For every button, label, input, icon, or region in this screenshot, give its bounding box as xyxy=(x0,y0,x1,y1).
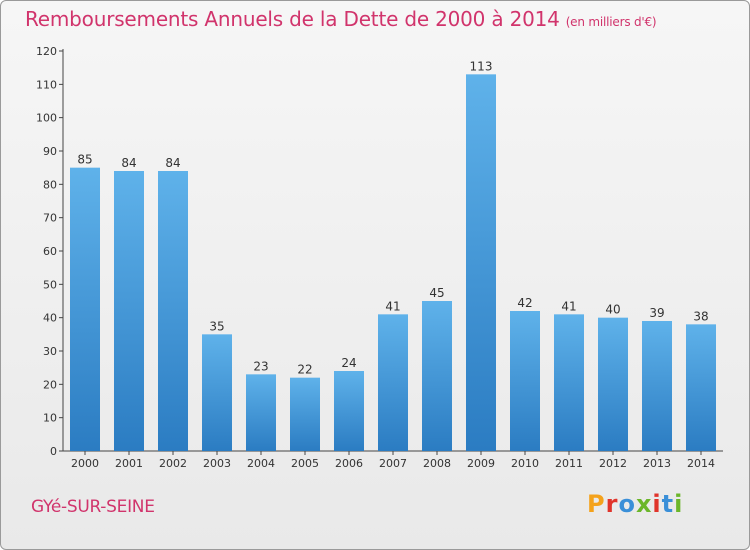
brand-letter: o xyxy=(618,490,636,518)
x-tick-label: 2000 xyxy=(71,457,99,470)
chart-title: Remboursements Annuels de la Dette de 20… xyxy=(25,7,657,31)
chart-title-text: Remboursements Annuels de la Dette de 20… xyxy=(25,7,560,31)
bar-2004 xyxy=(246,374,276,451)
y-tick-label: 0 xyxy=(50,445,57,458)
data-label: 38 xyxy=(693,309,708,323)
data-label: 24 xyxy=(341,356,356,370)
data-labels: 85 84 84 35 23 22 24 41 45 113 42 41 40 39 38 xyxy=(77,59,708,376)
data-label: 22 xyxy=(297,363,312,377)
data-label: 41 xyxy=(561,299,576,313)
chart-unit: (en milliers d'€) xyxy=(565,15,657,29)
y-tick-label: 10 xyxy=(43,412,57,425)
x-tick-label: 2014 xyxy=(687,457,715,470)
data-label: 35 xyxy=(209,319,224,333)
x-tick-label: 2007 xyxy=(379,457,407,470)
x-tick-label: 2003 xyxy=(203,457,231,470)
data-label: 39 xyxy=(649,306,664,320)
x-tick-label: 2005 xyxy=(291,457,319,470)
data-label: 40 xyxy=(605,303,620,317)
x-tick-label: 2001 xyxy=(115,457,143,470)
data-label: 85 xyxy=(77,153,92,167)
bar-2011 xyxy=(554,314,584,451)
data-label: 23 xyxy=(253,359,268,373)
x-tick-label: 2004 xyxy=(247,457,275,470)
bar-2006 xyxy=(334,371,364,451)
y-tick-label: 90 xyxy=(43,145,57,158)
x-tick-label: 2012 xyxy=(599,457,627,470)
y-tick-label: 30 xyxy=(43,345,57,358)
bar-2008 xyxy=(422,301,452,451)
town-name: GYé-SUR-SEINE xyxy=(31,497,155,517)
bar-2010 xyxy=(510,311,540,451)
bar-2013 xyxy=(642,321,672,451)
data-label: 113 xyxy=(470,59,493,73)
y-tick-label: 110 xyxy=(36,78,57,91)
x-tick-label: 2008 xyxy=(423,457,451,470)
brand-letter: i xyxy=(652,490,662,518)
x-tick-label: 2013 xyxy=(643,457,671,470)
x-tick-label: 2011 xyxy=(555,457,583,470)
x-tick-label: 2010 xyxy=(511,457,539,470)
data-label: 45 xyxy=(429,286,444,300)
bar-2014 xyxy=(686,324,716,451)
bar-2000 xyxy=(70,167,100,451)
data-label: 84 xyxy=(121,156,136,170)
brand-letter: x xyxy=(635,490,653,518)
y-tick-label: 100 xyxy=(36,112,57,125)
bar-2009 xyxy=(466,74,496,451)
x-tick-label: 2006 xyxy=(335,457,363,470)
data-label: 42 xyxy=(517,296,532,310)
y-tick-label: 40 xyxy=(43,312,57,325)
data-label: 84 xyxy=(165,156,180,170)
x-tick-label: 2002 xyxy=(159,457,187,470)
axes: 0 10 20 30 40 50 60 70 80 90 100 110 120 2000 2001 2002… xyxy=(36,45,723,470)
y-tick-label: 120 xyxy=(36,45,57,58)
bars xyxy=(70,74,716,451)
y-tick-label: 70 xyxy=(43,212,57,225)
brand-letter: P xyxy=(587,490,606,518)
y-tick-label: 50 xyxy=(43,278,57,291)
bar-chart: 0 10 20 30 40 50 60 70 80 90 100 110 120 2000 2001 2002… xyxy=(36,45,723,470)
brand-letter: r xyxy=(605,490,619,518)
bar-2003 xyxy=(202,334,232,451)
x-tick-label: 2009 xyxy=(467,457,495,470)
bar-2007 xyxy=(378,314,408,451)
bar-2012 xyxy=(598,317,628,451)
bar-2001 xyxy=(114,171,144,451)
bar-2005 xyxy=(290,377,320,451)
y-tick-label: 60 xyxy=(43,245,57,258)
brand-logo: Proxiti xyxy=(587,490,683,518)
y-tick-label: 20 xyxy=(43,378,57,391)
brand-letter: t xyxy=(661,490,675,518)
data-label: 41 xyxy=(385,299,400,313)
bar-2002 xyxy=(158,171,188,451)
y-tick-label: 80 xyxy=(43,178,57,191)
brand-letter: i xyxy=(674,490,684,518)
